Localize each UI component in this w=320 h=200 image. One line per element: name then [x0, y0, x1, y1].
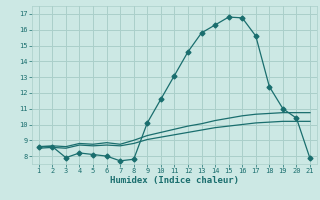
X-axis label: Humidex (Indice chaleur): Humidex (Indice chaleur): [110, 176, 239, 185]
